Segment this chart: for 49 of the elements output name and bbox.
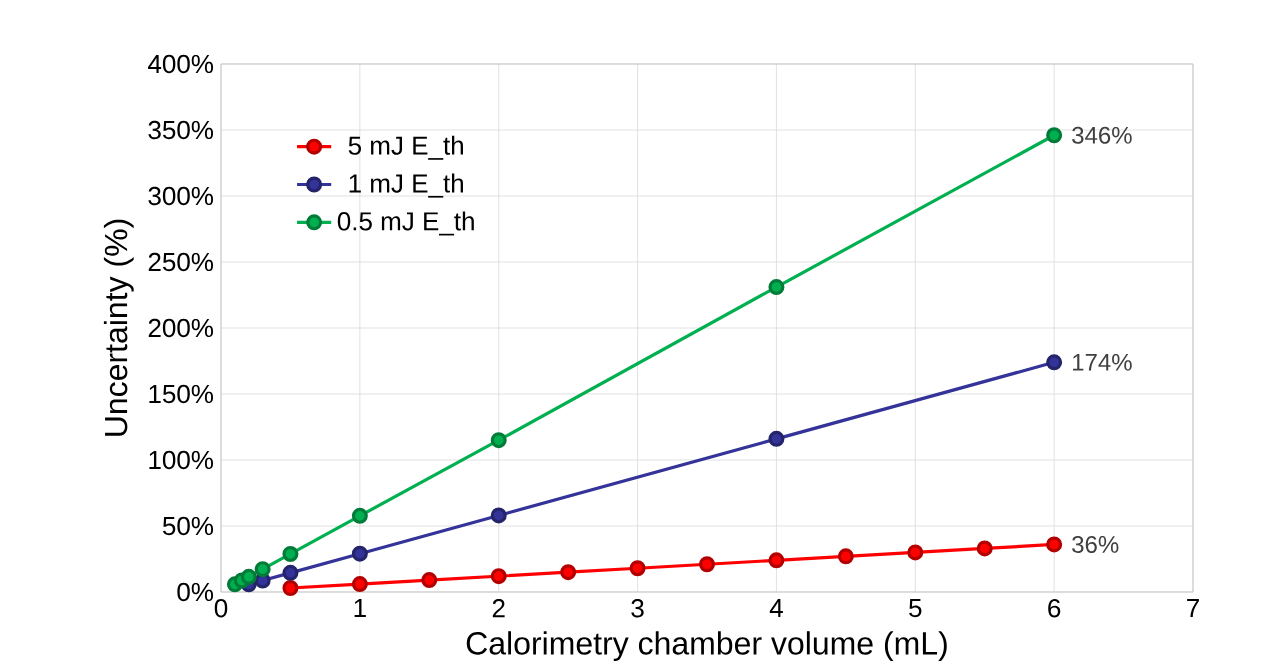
point	[768, 279, 785, 296]
y-axis-title: Uncertainty (%)	[103, 219, 134, 436]
point	[699, 556, 715, 573]
point	[907, 544, 924, 561]
point	[560, 564, 577, 581]
point	[282, 565, 299, 581]
point	[768, 431, 785, 448]
y-tick-label: 50%	[162, 516, 214, 536]
y-tick-label: 300%	[148, 186, 214, 206]
x-tick-label: 0	[214, 599, 228, 618]
point	[240, 568, 257, 585]
y-tick-label: 150%	[149, 384, 214, 404]
point	[976, 540, 993, 557]
x-tick-label: 6	[1048, 599, 1061, 618]
point	[1046, 354, 1063, 371]
y-tick-label: 250%	[148, 252, 214, 272]
x-tick-label: 2	[492, 599, 505, 618]
y-tick-label: 200%	[148, 318, 214, 338]
legend-label: 5 mJ E_th	[348, 135, 463, 160]
y-tick-label: 350%	[148, 120, 214, 140]
point	[1046, 536, 1063, 553]
legend-label: 0.5 mJ E_th	[337, 211, 474, 236]
point	[421, 572, 438, 589]
y-tick-label: 0%	[177, 582, 214, 602]
x-axis-title: Calorimetry chamber volume (mL)	[466, 631, 947, 662]
point	[282, 580, 299, 597]
legend-label: 1 mJ E_th	[349, 173, 463, 198]
data-label: 174%	[1073, 354, 1132, 371]
x-tick-label: 5	[909, 599, 922, 618]
data-label: 36%	[1072, 536, 1119, 554]
point	[490, 568, 507, 585]
x-tick-label: 7	[1187, 599, 1199, 618]
point	[490, 507, 507, 524]
point	[768, 552, 785, 569]
data-label: 346%	[1072, 126, 1132, 144]
point	[254, 561, 271, 578]
point	[282, 546, 299, 563]
x-tick-label: 4	[769, 599, 783, 618]
point	[490, 432, 507, 449]
point	[1046, 127, 1063, 144]
x-tick-label: 1	[354, 599, 366, 618]
y-tick-label: 100%	[149, 450, 214, 470]
point	[837, 548, 854, 565]
point	[351, 576, 368, 593]
x-tick-label: 3	[631, 599, 644, 618]
point	[351, 507, 368, 524]
point	[629, 560, 646, 577]
y-tick-label: 400%	[148, 54, 214, 74]
point	[351, 545, 368, 562]
